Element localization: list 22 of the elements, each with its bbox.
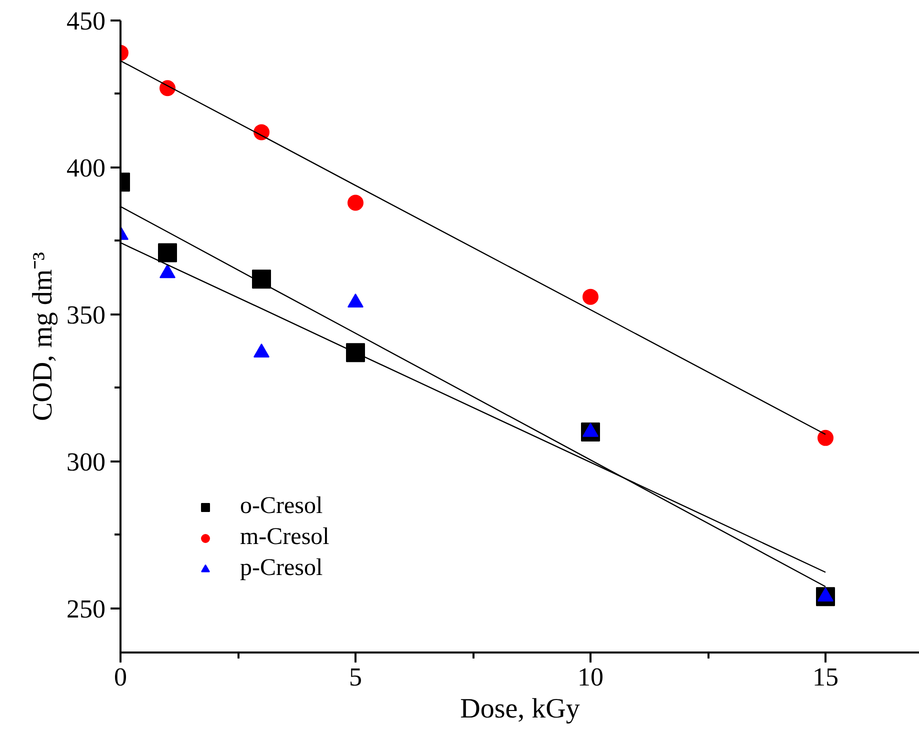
y-tick-label: 350: [66, 300, 106, 330]
point: [818, 430, 834, 446]
point: [252, 270, 271, 289]
point: [160, 80, 176, 96]
x-axis-title: Dose, kGy: [460, 694, 580, 724]
point: [158, 243, 177, 262]
point: [582, 288, 598, 305]
y-tick-label: 250: [66, 594, 106, 624]
x-tick-label: 10: [578, 662, 604, 692]
legend-label: o-Cresol: [240, 493, 323, 520]
y-tick-label: 450: [66, 6, 106, 36]
y-tick-label: 400: [66, 153, 106, 182]
x-tick-label: 15: [812, 662, 838, 692]
x-tick-label: 5: [349, 662, 362, 692]
point: [254, 124, 270, 140]
point: [348, 194, 364, 211]
y-axis-title: COD, mg dm⁻³: [28, 252, 58, 422]
legend-label: m-Cresol: [240, 524, 330, 551]
x-tick-label: 0: [114, 662, 127, 692]
y-tick-label: 300: [66, 447, 106, 476]
point: [346, 343, 365, 362]
legend-label: p-Cresol: [240, 555, 323, 582]
